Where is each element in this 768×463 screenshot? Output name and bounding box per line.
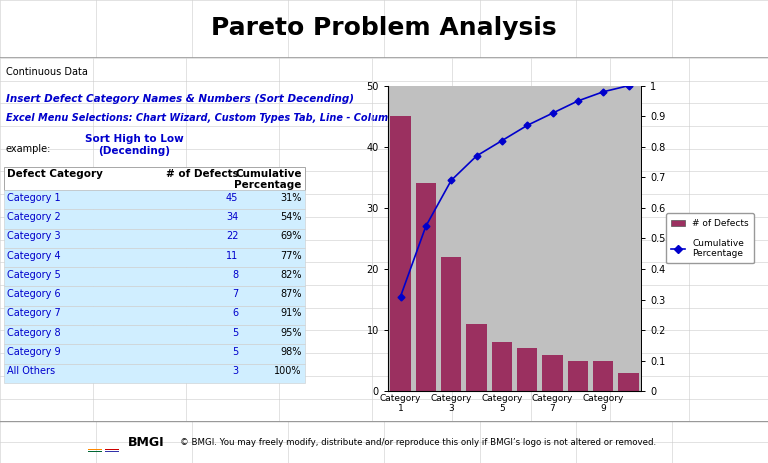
Text: Category 4: Category 4 xyxy=(8,250,61,261)
Text: example:: example: xyxy=(5,144,51,154)
Text: 3: 3 xyxy=(232,366,238,376)
Text: Category 7: Category 7 xyxy=(8,308,61,318)
Bar xyxy=(542,355,563,391)
Text: 8: 8 xyxy=(232,270,238,280)
Text: 31%: 31% xyxy=(280,193,302,203)
Text: 95%: 95% xyxy=(280,327,302,338)
Bar xyxy=(517,349,538,391)
Bar xyxy=(88,451,102,452)
Bar xyxy=(415,183,436,391)
Legend: # of Defects, Cumulative
Percentage: # of Defects, Cumulative Percentage xyxy=(666,213,754,263)
Text: 34: 34 xyxy=(226,212,238,222)
Text: 11: 11 xyxy=(226,250,238,261)
Bar xyxy=(492,342,512,391)
Text: Insert Defect Category Names & Numbers (Sort Decending): Insert Defect Category Names & Numbers (… xyxy=(5,94,353,104)
Bar xyxy=(441,257,462,391)
Text: Pareto Problem Analysis: Pareto Problem Analysis xyxy=(211,16,557,40)
Text: Category 5: Category 5 xyxy=(8,270,61,280)
Bar xyxy=(593,361,614,391)
Text: # of Defects: # of Defects xyxy=(166,169,238,179)
Text: Continuous Data: Continuous Data xyxy=(5,67,88,77)
Text: All Others: All Others xyxy=(8,366,55,376)
Bar xyxy=(4,190,306,209)
Bar xyxy=(4,209,306,229)
Bar xyxy=(466,324,487,391)
Text: Excel Menu Selections: Chart Wizard, Custom Types Tab, Line - Column on 2 Axes: Excel Menu Selections: Chart Wizard, Cus… xyxy=(5,113,452,123)
Bar xyxy=(4,248,306,267)
Text: Category 1: Category 1 xyxy=(8,193,61,203)
Bar xyxy=(4,363,306,383)
Bar xyxy=(4,287,306,306)
Text: 87%: 87% xyxy=(280,289,302,299)
Text: Cumulative
Percentage: Cumulative Percentage xyxy=(234,169,302,190)
Bar xyxy=(4,306,306,325)
Bar xyxy=(568,361,588,391)
Text: Category 8: Category 8 xyxy=(8,327,61,338)
Text: 5: 5 xyxy=(232,347,238,357)
Text: 98%: 98% xyxy=(280,347,302,357)
Text: 7: 7 xyxy=(232,289,238,299)
Bar xyxy=(4,325,306,344)
Bar xyxy=(105,451,119,452)
Text: 45: 45 xyxy=(226,193,238,203)
Text: Category 6: Category 6 xyxy=(8,289,61,299)
Text: © BMGI. You may freely modify, distribute and/or reproduce this only if BMGI’s l: © BMGI. You may freely modify, distribut… xyxy=(180,438,657,448)
Text: BMGI: BMGI xyxy=(128,437,165,450)
Text: Defect Category: Defect Category xyxy=(8,169,104,179)
Text: 77%: 77% xyxy=(280,250,302,261)
Text: 5: 5 xyxy=(232,327,238,338)
Text: Category 2: Category 2 xyxy=(8,212,61,222)
Text: Sort High to Low
(Decending): Sort High to Low (Decending) xyxy=(84,134,184,156)
Bar xyxy=(618,373,639,391)
Text: 22: 22 xyxy=(226,231,238,241)
Text: 69%: 69% xyxy=(280,231,302,241)
Text: 100%: 100% xyxy=(274,366,302,376)
Text: 6: 6 xyxy=(232,308,238,318)
Bar xyxy=(4,267,306,287)
Bar xyxy=(390,116,411,391)
Text: 91%: 91% xyxy=(280,308,302,318)
Bar xyxy=(4,344,306,363)
Text: 82%: 82% xyxy=(280,270,302,280)
Text: Category 9: Category 9 xyxy=(8,347,61,357)
Bar xyxy=(4,229,306,248)
Text: Category 3: Category 3 xyxy=(8,231,61,241)
Text: 54%: 54% xyxy=(280,212,302,222)
Bar xyxy=(4,167,306,190)
